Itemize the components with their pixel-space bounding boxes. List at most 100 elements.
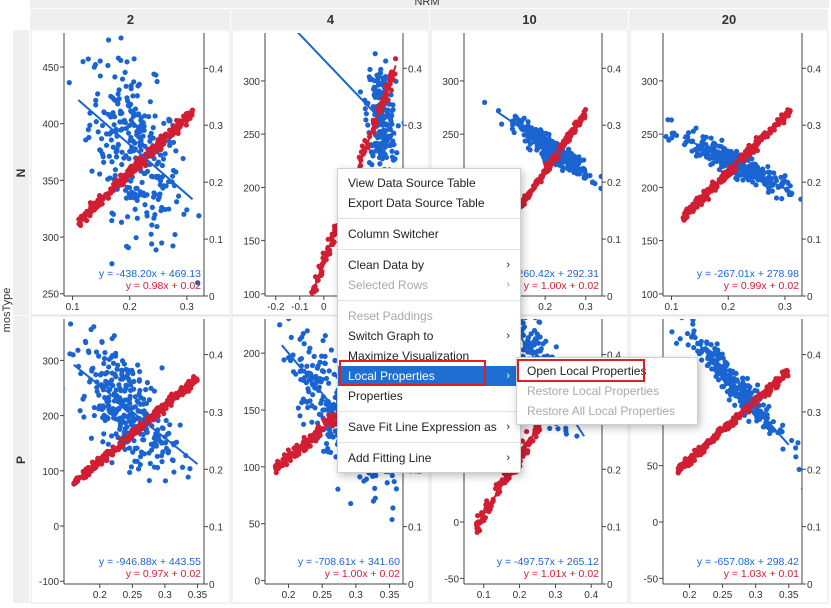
panel-N-2[interactable]: 250 300 350 400 450 0 0.1 0.2 0.3 0.4 0.1 0.2 0.3 y =… <box>30 29 231 316</box>
data-point-blue <box>322 360 328 366</box>
y-left-tick-label: 200 <box>243 183 260 194</box>
y-right-tick-label: 0.2 <box>607 465 621 476</box>
data-point-blue <box>788 191 794 198</box>
data-point-blue <box>772 175 778 181</box>
data-point-blue <box>390 102 396 108</box>
data-point-blue <box>546 131 552 137</box>
data-point-blue <box>365 122 371 128</box>
data-point-blue <box>729 384 736 390</box>
data-point-blue <box>129 189 135 195</box>
data-point-blue <box>103 378 109 384</box>
data-point-blue <box>158 439 164 445</box>
data-point-blue <box>130 93 136 99</box>
data-point-blue <box>131 56 137 62</box>
menu-item-add-fitting-line[interactable]: Add Fitting Line › <box>338 448 520 468</box>
data-point-blue <box>731 370 738 376</box>
x-tick-label: 0.2 <box>513 590 527 601</box>
data-point-blue <box>195 280 201 286</box>
data-point-blue <box>163 183 169 189</box>
data-point-blue <box>401 120 403 126</box>
data-point-blue <box>376 131 382 138</box>
data-point-blue <box>318 400 324 406</box>
data-point-blue <box>511 129 517 136</box>
y-right-tick-label: 0.3 <box>807 408 821 419</box>
data-point-blue <box>798 196 802 202</box>
menu-item-save-fit-line-expression-as[interactable]: Save Fit Line Expression as › <box>338 417 520 437</box>
data-point-blue <box>389 154 396 160</box>
data-point-blue <box>88 435 95 441</box>
data-point-blue <box>318 412 324 418</box>
data-point-blue <box>328 347 334 353</box>
data-point-blue <box>130 413 136 420</box>
data-point-blue <box>146 477 152 484</box>
data-point-blue <box>64 386 65 391</box>
menu-item-maximize-visualization[interactable]: Maximize Visualization <box>338 346 520 366</box>
data-point-blue <box>123 195 130 201</box>
panel-N-20[interactable]: 100 150 200 250 300 0 0.1 0.2 0.3 0.4 0.1 0.2 0.3 y =… <box>629 29 829 316</box>
data-point-blue <box>147 138 153 144</box>
data-point-blue <box>134 458 140 464</box>
panel-P-20[interactable]: -50 0 50 0 0.1 0.2 0.3 0.4 0.2 0.25 0.3 0.35 y = -65… <box>629 301 831 604</box>
data-point-red <box>326 412 332 418</box>
data-point-blue <box>309 419 315 425</box>
menu-item-switch-graph-to[interactable]: Switch Graph to › <box>338 326 520 346</box>
data-point-blue <box>761 169 767 176</box>
data-point-blue <box>703 141 709 148</box>
x-tick-label: 0.3 <box>778 302 792 313</box>
data-point-blue <box>107 175 113 181</box>
panel-P-2[interactable]: -100 0 100 200 300 0 0.1 0.2 0.3 0.4 0.2 0.25 0.3 0.3… <box>30 279 231 604</box>
data-point-blue <box>780 422 786 428</box>
data-point-blue <box>159 459 165 465</box>
data-point-blue <box>153 247 159 253</box>
menu-item-local-properties[interactable]: Local Properties › <box>338 366 520 386</box>
menu-separator <box>338 218 520 219</box>
data-point-blue <box>746 388 752 394</box>
column-header-label: 2 <box>127 12 134 27</box>
menu-item-clean-data-by[interactable]: Clean Data by › <box>338 255 520 275</box>
data-point-blue <box>132 206 138 212</box>
data-point-blue <box>723 363 729 369</box>
data-point-blue <box>92 61 99 68</box>
data-point-blue <box>105 111 111 117</box>
menu-item-label: Properties <box>348 389 403 403</box>
data-point-blue <box>155 159 162 165</box>
y-right-tick-label: 0.4 <box>807 64 821 75</box>
menu-item-export-data-source-table[interactable]: Export Data Source Table <box>338 193 520 213</box>
y-left-tick-label: 150 <box>243 237 260 248</box>
data-point-blue <box>175 193 182 199</box>
data-point-blue <box>96 392 102 398</box>
data-point-blue <box>323 441 330 447</box>
data-point-blue <box>97 58 103 64</box>
data-point-blue <box>719 161 725 167</box>
data-point-blue <box>583 172 589 178</box>
data-point-blue <box>295 405 301 411</box>
data-point-blue <box>113 416 119 422</box>
data-point-blue <box>173 148 179 154</box>
data-point-blue <box>567 167 573 173</box>
data-point-blue <box>796 466 802 473</box>
data-point-blue <box>710 160 716 166</box>
menu-item-properties[interactable]: Properties <box>338 386 520 406</box>
data-point-blue <box>128 178 134 184</box>
data-point-blue <box>322 353 328 359</box>
y-right-tick-label: 0.3 <box>408 121 422 132</box>
data-point-blue <box>109 94 116 101</box>
data-point-red <box>475 513 481 519</box>
data-point-blue <box>520 347 526 353</box>
data-point-blue <box>88 326 94 333</box>
data-point-blue <box>734 176 740 183</box>
data-point-blue <box>727 392 734 398</box>
menu-item-column-switcher[interactable]: Column Switcher <box>338 224 520 244</box>
data-point-blue <box>307 398 313 404</box>
data-point-blue <box>389 472 395 479</box>
row-header-P <box>13 316 29 603</box>
data-point-blue <box>795 440 801 446</box>
y-left-tick-label: 100 <box>243 463 260 474</box>
data-point-red <box>388 87 394 93</box>
submenu-item-open-local-properties[interactable]: Open Local Properties <box>517 361 697 381</box>
y-left-tick-label: 100 <box>42 467 59 478</box>
data-point-blue <box>375 92 381 99</box>
data-point-blue <box>144 210 150 216</box>
menu-item-view-data-source-table[interactable]: View Data Source Table <box>338 173 520 193</box>
